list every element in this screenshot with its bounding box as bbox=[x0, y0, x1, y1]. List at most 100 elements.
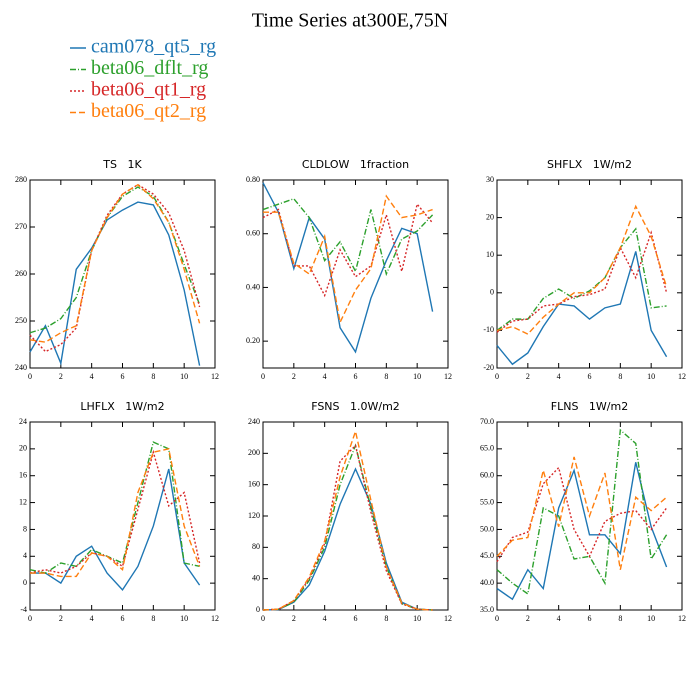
series-line bbox=[496, 456, 668, 570]
y-tick-label: 65.0 bbox=[480, 444, 494, 453]
series-line bbox=[262, 444, 433, 611]
y-tick-label: 60.0 bbox=[480, 471, 494, 480]
series-line bbox=[496, 251, 668, 366]
series-line bbox=[496, 462, 668, 601]
panel-title: CLDLOW 1fraction bbox=[302, 158, 409, 171]
panel-title: FLNS 1W/m2 bbox=[551, 400, 628, 413]
y-tick-label: 30 bbox=[486, 175, 494, 184]
y-tick-label: 270 bbox=[15, 222, 27, 231]
x-tick-label: 2 bbox=[292, 614, 296, 623]
series-line bbox=[29, 449, 201, 574]
x-tick-label: 10 bbox=[413, 372, 421, 381]
series-line bbox=[30, 448, 201, 578]
series-line bbox=[262, 197, 434, 277]
series-line bbox=[496, 466, 668, 563]
series-line bbox=[496, 230, 668, 333]
series-line bbox=[29, 183, 201, 343]
y-tick-label: 240 bbox=[248, 417, 260, 426]
x-tick-label: 12 bbox=[444, 614, 452, 623]
y-tick-label: 120 bbox=[248, 511, 260, 520]
x-tick-label: 8 bbox=[151, 372, 155, 381]
legend-label: beta06_dflt_rg bbox=[91, 57, 208, 79]
y-tick-label: 50.0 bbox=[480, 524, 494, 533]
series-line bbox=[263, 194, 433, 325]
legend-label: beta06_qt2_rg bbox=[91, 100, 206, 122]
series-line bbox=[29, 186, 201, 334]
x-tick-label: 8 bbox=[384, 614, 388, 623]
y-tick-label: 40.0 bbox=[480, 578, 494, 587]
x-tick-label: 2 bbox=[59, 614, 63, 623]
x-tick-label: 4 bbox=[90, 614, 94, 623]
x-tick-label: 2 bbox=[59, 372, 63, 381]
series-line bbox=[29, 441, 200, 574]
panel-title: SHFLX 1W/m2 bbox=[547, 158, 632, 171]
x-tick-label: 0 bbox=[261, 614, 265, 623]
y-tick-label: 250 bbox=[15, 316, 27, 325]
x-tick-label: 6 bbox=[354, 372, 358, 381]
x-tick-label: 8 bbox=[384, 372, 388, 381]
x-tick-label: 6 bbox=[588, 372, 592, 381]
x-tick-label: 6 bbox=[588, 614, 592, 623]
x-tick-label: 10 bbox=[647, 372, 655, 381]
panel-title: FSNS 1.0W/m2 bbox=[311, 400, 400, 413]
y-tick-label: 0.80 bbox=[246, 175, 260, 184]
series-line bbox=[496, 428, 668, 596]
x-tick-label: 4 bbox=[323, 614, 327, 623]
y-tick-label: 24 bbox=[19, 417, 27, 426]
x-tick-label: 0 bbox=[28, 372, 32, 381]
y-tick-label: 55.0 bbox=[480, 497, 494, 506]
y-tick-label: 10 bbox=[486, 250, 494, 259]
y-tick-label: 4 bbox=[23, 551, 27, 560]
plot-frame bbox=[29, 179, 216, 369]
series-line bbox=[496, 227, 667, 331]
x-tick-label: 4 bbox=[323, 372, 327, 381]
y-tick-label: 20 bbox=[486, 212, 494, 221]
x-tick-label: 12 bbox=[211, 614, 219, 623]
y-tick-label: -4 bbox=[20, 605, 27, 614]
x-tick-label: 10 bbox=[180, 614, 188, 623]
y-tick-label: -10 bbox=[483, 325, 494, 334]
x-tick-label: 4 bbox=[90, 372, 94, 381]
series-line bbox=[496, 204, 668, 336]
x-tick-label: 6 bbox=[121, 372, 125, 381]
x-tick-label: 2 bbox=[292, 372, 296, 381]
x-tick-label: 6 bbox=[121, 614, 125, 623]
legend-label: cam078_qt5_rg bbox=[91, 36, 216, 58]
y-tick-label: 8 bbox=[23, 524, 27, 533]
y-tick-label: 200 bbox=[248, 448, 260, 457]
y-tick-label: 0 bbox=[490, 288, 494, 297]
series-line bbox=[30, 468, 201, 591]
y-tick-label: 0.60 bbox=[246, 229, 260, 238]
plot-frame bbox=[262, 421, 449, 611]
x-tick-label: 12 bbox=[678, 372, 686, 381]
y-tick-label: 20 bbox=[19, 444, 27, 453]
panel-title: TS 1K bbox=[102, 158, 142, 171]
legend-label: beta06_qt1_rg bbox=[91, 79, 206, 101]
page-title: Time Series at300E,75N bbox=[252, 10, 448, 32]
series-line bbox=[262, 428, 433, 611]
x-tick-label: 6 bbox=[354, 614, 358, 623]
series-line bbox=[262, 467, 433, 611]
y-tick-label: 16 bbox=[19, 471, 27, 480]
x-tick-label: 0 bbox=[495, 372, 499, 381]
y-tick-label: 160 bbox=[248, 479, 260, 488]
series-line bbox=[262, 202, 434, 298]
y-tick-label: 40 bbox=[252, 573, 260, 582]
x-tick-label: 0 bbox=[28, 614, 32, 623]
plot-frame bbox=[496, 179, 683, 369]
series-line bbox=[262, 443, 433, 611]
x-tick-label: 10 bbox=[647, 614, 655, 623]
x-tick-label: 12 bbox=[678, 614, 686, 623]
panel-title: LHFLX 1W/m2 bbox=[80, 400, 164, 413]
x-tick-label: 10 bbox=[180, 372, 188, 381]
x-tick-label: 12 bbox=[211, 372, 219, 381]
y-tick-label: 260 bbox=[15, 269, 27, 278]
y-tick-label: 240 bbox=[15, 363, 27, 372]
x-tick-label: 0 bbox=[261, 372, 265, 381]
y-tick-label: 0 bbox=[256, 605, 260, 614]
y-tick-label: -20 bbox=[483, 363, 494, 372]
y-tick-label: 70.0 bbox=[480, 417, 494, 426]
x-tick-label: 8 bbox=[151, 614, 155, 623]
x-tick-label: 10 bbox=[413, 614, 421, 623]
